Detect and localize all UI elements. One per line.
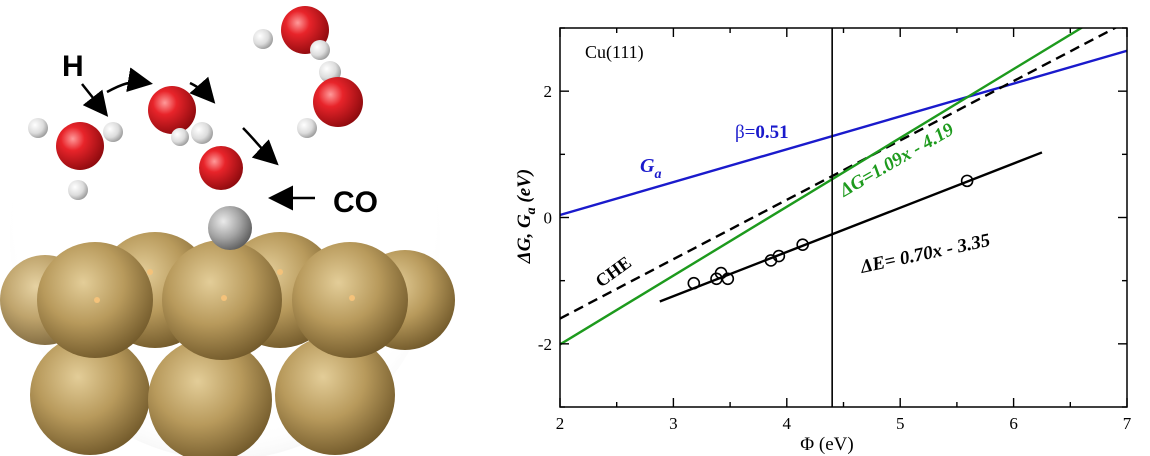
- beta-annotation: β=0.51: [735, 122, 789, 143]
- x-tick-label: 6: [1009, 414, 1018, 433]
- adsorption-illustration: H CO: [0, 6, 455, 456]
- y-tick-label: 2: [544, 82, 553, 101]
- x-tick-label: 3: [669, 414, 678, 433]
- y-tick-label: -2: [538, 335, 552, 354]
- ga-main: G: [640, 155, 655, 177]
- y-label-sub: a: [524, 207, 539, 214]
- series-line-2: [560, 28, 1084, 346]
- co-molecule: [199, 146, 252, 250]
- energy-chart: 2 3 4 5 6 7 -2 0 2 Cu(111) β=0.51 Ga CHE ΔG=1.09…: [514, 27, 1132, 455]
- y-axis-label: ΔG, Ga (eV): [514, 169, 539, 264]
- panel-label: Cu(111): [585, 42, 644, 63]
- data-points: [687, 174, 974, 290]
- series-line-1: [560, 28, 1118, 320]
- de-equation: ΔE= 0.70x - 3.35: [858, 230, 993, 278]
- che-annotation: CHE: [592, 252, 635, 291]
- copper-surface: [0, 232, 455, 456]
- x-tick-label: 5: [896, 414, 905, 433]
- data-point: [721, 272, 735, 286]
- x-axis-label: Φ (eV): [800, 434, 853, 455]
- series-line-0: [560, 49, 1127, 217]
- x-tick-label: 4: [783, 414, 792, 433]
- axis-ticks: 2 3 4 5 6 7 -2 0 2: [538, 27, 1132, 433]
- reaction-arrows: [81, 67, 315, 211]
- x-tick-label: 7: [1123, 414, 1132, 433]
- ga-annotation: Ga: [640, 155, 661, 182]
- ga-sub: a: [654, 167, 661, 182]
- x-tick-label: 2: [556, 414, 565, 433]
- hydrogen-label: H: [62, 50, 84, 83]
- beta-symbol: β=: [735, 122, 755, 143]
- data-point: [687, 276, 701, 290]
- plot-frame: [559, 27, 1128, 408]
- data-point: [772, 249, 786, 263]
- data-point: [796, 238, 809, 251]
- data-point: [960, 174, 974, 188]
- y-label-main: ΔG, G: [514, 214, 535, 264]
- water-molecules: [28, 6, 363, 200]
- co-label: CO: [333, 186, 378, 219]
- y-tick-label: 0: [544, 209, 553, 228]
- y-label-unit: (eV): [514, 169, 535, 208]
- dg-equation: ΔG=1.09x - 4.19: [835, 119, 958, 202]
- beta-value: 0.51: [755, 122, 788, 143]
